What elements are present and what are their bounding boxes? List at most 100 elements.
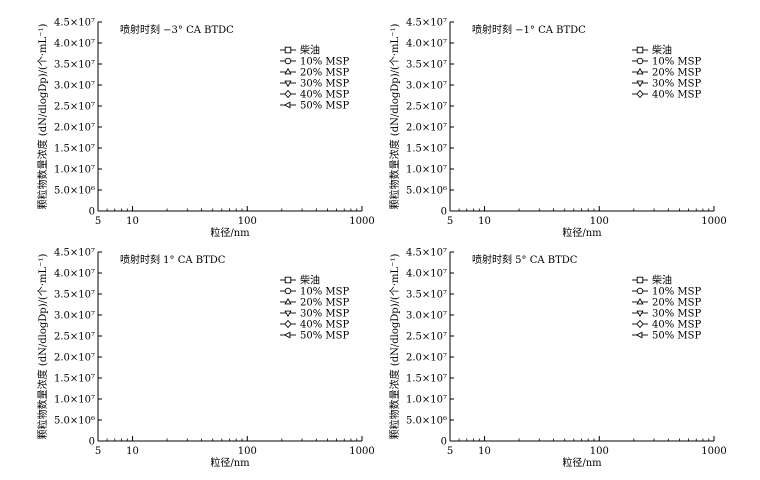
y-tick-label: 1.5×10⁷ xyxy=(54,144,95,155)
y-tick-label: 2.0×10⁷ xyxy=(54,353,95,364)
y-tick-label: 3.0×10⁷ xyxy=(54,311,95,322)
y-axis-label: 颗粒物数量浓度 (dN/dlogDp)/(个·mL⁻¹) xyxy=(36,254,49,440)
legend-label: 30% MSP xyxy=(300,79,349,90)
chart-title: 喷射时刻 1° CA BTDC xyxy=(120,253,226,266)
legend-label: 柴油 xyxy=(652,274,672,287)
x-tick-label: 10 xyxy=(126,446,139,457)
legend-marker xyxy=(284,57,292,65)
legend-label: 10% MSP xyxy=(300,57,349,68)
chart-panel: 0 5.0×10⁶ 1.0×10⁷ 1.5×10⁷ 2.0×10⁷ 2.5×10⁷ 3.0×… xyxy=(36,18,375,240)
y-tick-label: 3.0×10⁷ xyxy=(406,311,447,322)
legend-label: 10% MSP xyxy=(652,287,701,298)
y-tick-label: 0 xyxy=(89,437,95,448)
y-tick-label: 1.5×10⁷ xyxy=(54,374,95,385)
y-axis-label: 颗粒物数量浓度 (dN/dlogDp)/(个·mL⁻¹) xyxy=(388,24,401,210)
y-tick-label: 3.5×10⁷ xyxy=(406,290,447,301)
x-tick-label: 5 xyxy=(447,216,453,227)
y-tick-label: 4.5×10⁷ xyxy=(406,248,447,259)
y-tick-label: 4.0×10⁷ xyxy=(54,269,95,280)
y-tick-label: 2.0×10⁷ xyxy=(406,123,447,134)
x-tick-label: 1000 xyxy=(349,216,374,227)
y-tick-label: 2.5×10⁷ xyxy=(54,102,95,113)
legend-label: 柴油 xyxy=(300,274,320,287)
chart-panel: 0 5.0×10⁶ 1.0×10⁷ 1.5×10⁷ 2.0×10⁷ 2.5×10⁷ 3.0×… xyxy=(388,18,727,240)
x-tick-label: 100 xyxy=(238,216,257,227)
legend-marker xyxy=(284,276,292,284)
legend-label: 40% MSP xyxy=(652,90,701,101)
legend-marker xyxy=(284,287,292,295)
chart-title: 喷射时刻 5° CA BTDC xyxy=(472,253,578,266)
y-tick-label: 3.5×10⁷ xyxy=(54,290,95,301)
y-tick-label: 2.5×10⁷ xyxy=(406,102,447,113)
y-tick-label: 4.0×10⁷ xyxy=(54,39,95,50)
x-tick-label: 100 xyxy=(590,216,609,227)
y-tick-label: 5.0×10⁶ xyxy=(54,416,95,427)
legend-marker xyxy=(636,46,644,54)
legend-marker xyxy=(284,89,292,99)
y-tick-label: 5.0×10⁶ xyxy=(406,416,447,427)
legend-label: 30% MSP xyxy=(300,309,349,320)
y-tick-label: 4.5×10⁷ xyxy=(54,18,95,29)
legend-marker xyxy=(284,80,292,88)
x-tick-label: 100 xyxy=(590,446,609,457)
chart-title: 喷射时刻 −3° CA BTDC xyxy=(120,23,234,36)
legend-marker xyxy=(636,67,644,75)
legend-label: 20% MSP xyxy=(652,298,701,309)
legend-marker xyxy=(636,319,644,329)
legend-marker xyxy=(636,57,644,65)
y-tick-label: 1.0×10⁷ xyxy=(406,165,447,176)
legend-marker xyxy=(283,331,291,339)
x-tick-label: 1000 xyxy=(701,446,726,457)
legend-label: 柴油 xyxy=(300,44,320,57)
legend-label: 50% MSP xyxy=(652,331,701,342)
y-tick-label: 4.5×10⁷ xyxy=(54,248,95,259)
legend-marker xyxy=(284,297,292,305)
legend-label: 20% MSP xyxy=(652,68,701,79)
y-axis-label: 颗粒物数量浓度 (dN/dlogDp)/(个·mL⁻¹) xyxy=(388,254,401,440)
x-tick-label: 1000 xyxy=(349,446,374,457)
chart-panel: 0 5.0×10⁶ 1.0×10⁷ 1.5×10⁷ 2.0×10⁷ 2.5×10⁷ 3.0×… xyxy=(388,248,727,470)
y-tick-label: 1.5×10⁷ xyxy=(406,374,447,385)
legend-marker xyxy=(284,319,292,329)
x-axis-label: 粒径/nm xyxy=(562,226,602,239)
legend-label: 50% MSP xyxy=(300,101,349,112)
y-tick-label: 2.5×10⁷ xyxy=(54,332,95,343)
x-tick-label: 100 xyxy=(238,446,257,457)
legend-label: 40% MSP xyxy=(300,320,349,331)
chart-title: 喷射时刻 −1° CA BTDC xyxy=(472,23,586,36)
y-tick-label: 0 xyxy=(441,207,447,218)
y-tick-label: 1.0×10⁷ xyxy=(54,395,95,406)
y-tick-label: 1.5×10⁷ xyxy=(406,144,447,155)
y-tick-label: 5.0×10⁶ xyxy=(406,186,447,197)
y-tick-label: 2.5×10⁷ xyxy=(406,332,447,343)
legend-marker xyxy=(635,331,643,339)
y-tick-label: 3.5×10⁷ xyxy=(406,60,447,71)
legend-label: 40% MSP xyxy=(652,320,701,331)
y-tick-label: 2.0×10⁷ xyxy=(406,353,447,364)
y-tick-label: 3.5×10⁷ xyxy=(54,60,95,71)
x-tick-label: 10 xyxy=(478,216,491,227)
legend-label: 20% MSP xyxy=(300,68,349,79)
y-tick-label: 1.0×10⁷ xyxy=(54,165,95,176)
legend-marker xyxy=(636,287,644,295)
legend-marker xyxy=(284,310,292,318)
y-tick-label: 4.5×10⁷ xyxy=(406,18,447,29)
chart-panel: 0 5.0×10⁶ 1.0×10⁷ 1.5×10⁷ 2.0×10⁷ 2.5×10⁷ 3.0×… xyxy=(36,248,375,470)
x-axis-label: 粒径/nm xyxy=(210,456,250,469)
legend-label: 10% MSP xyxy=(652,57,701,68)
y-tick-label: 0 xyxy=(441,437,447,448)
x-tick-label: 10 xyxy=(126,216,139,227)
legend-marker xyxy=(636,297,644,305)
legend-label: 10% MSP xyxy=(300,287,349,298)
legend-label: 50% MSP xyxy=(300,331,349,342)
y-tick-label: 2.0×10⁷ xyxy=(54,123,95,134)
legend-marker xyxy=(284,46,292,54)
x-tick-label: 5 xyxy=(95,216,101,227)
x-tick-label: 1000 xyxy=(701,216,726,227)
y-axis-label: 颗粒物数量浓度 (dN/dlogDp)/(个·mL⁻¹) xyxy=(36,24,49,210)
y-tick-label: 0 xyxy=(89,207,95,218)
x-tick-label: 5 xyxy=(95,446,101,457)
y-tick-label: 1.0×10⁷ xyxy=(406,395,447,406)
x-axis-label: 粒径/nm xyxy=(562,456,602,469)
